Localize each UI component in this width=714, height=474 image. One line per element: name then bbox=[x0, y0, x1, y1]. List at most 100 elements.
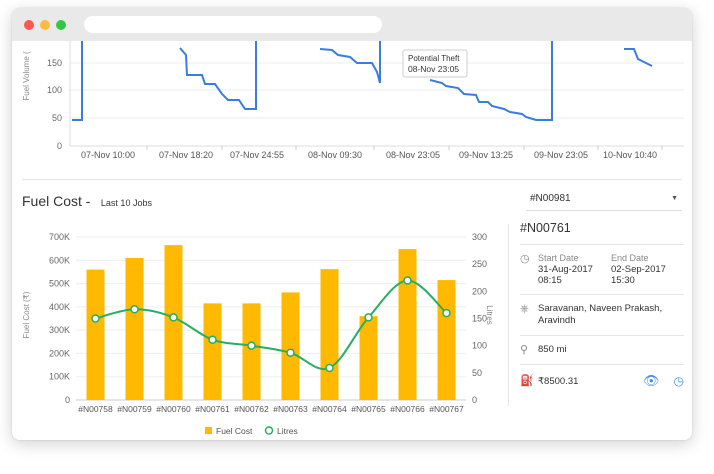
cost-y-tick: 100K bbox=[49, 372, 70, 382]
litres-point bbox=[403, 276, 412, 285]
cost-value: ₹8500.31 bbox=[538, 375, 579, 387]
fuel-cost-bar bbox=[125, 257, 144, 400]
job-details-panel: #N00761 ◷ Start Date 31-Aug-2017 08:15 E… bbox=[520, 221, 684, 397]
cost-y-axis-ticks: 0 100K 200K 300K 400K 500K 600K 700K bbox=[49, 232, 70, 405]
fuel-cost-bar bbox=[203, 303, 222, 400]
address-bar[interactable] bbox=[84, 16, 382, 33]
fuel-cost-header: Fuel Cost - Last 10 Jobs bbox=[22, 193, 152, 213]
drivers-value: Saravanan, Naveen Prakash, Aravindh bbox=[538, 303, 663, 326]
tooltip-time: 08-Nov 23:05 bbox=[408, 64, 459, 74]
start-date-value: 31-Aug-2017 bbox=[538, 264, 593, 275]
cost-y-tick: 700K bbox=[49, 232, 70, 242]
top-y-tick: 0 bbox=[57, 141, 62, 151]
litres-y-tick: 300 bbox=[472, 232, 487, 242]
fuel-volume-line bbox=[429, 41, 553, 121]
cost-x-tick: #N00759 bbox=[117, 404, 152, 414]
end-date-block: End Date 02-Sep-2017 15:30 bbox=[611, 253, 684, 286]
potential-theft-tooltip: Potential Theft 08-Nov 23:05 bbox=[402, 49, 468, 78]
top-x-tick: 07-Nov 24:55 bbox=[230, 150, 284, 160]
top-x-tick-marks bbox=[146, 146, 663, 150]
cost-x-tick: #N00762 bbox=[234, 404, 269, 414]
litres-point bbox=[130, 305, 139, 314]
start-date-label: Start Date bbox=[538, 253, 579, 263]
litres-y-tick: 100 bbox=[472, 341, 487, 351]
litres-y-tick: 0 bbox=[472, 395, 477, 405]
fuel-volume-line bbox=[624, 48, 653, 67]
top-y-tick: 100 bbox=[47, 85, 62, 95]
legend-fuel-cost-swatch bbox=[205, 427, 212, 434]
top-x-tick: 10-Nov 10:40 bbox=[603, 150, 657, 160]
cost-x-tick: #N00760 bbox=[156, 404, 191, 414]
top-x-tick: 08-Nov 23:05 bbox=[386, 150, 440, 160]
fuel-cost-bar bbox=[281, 292, 300, 400]
litres-point bbox=[247, 341, 256, 350]
fuel-cost-subtitle: Last 10 Jobs bbox=[100, 198, 152, 208]
chart-legend: Fuel Cost Litres bbox=[205, 426, 298, 436]
steering-wheel-icon: ⎈ bbox=[520, 303, 529, 315]
litres-point bbox=[208, 335, 217, 344]
fuel-volume-line bbox=[179, 41, 257, 110]
litres-point bbox=[286, 348, 295, 357]
start-time-value: 08:15 bbox=[538, 275, 562, 286]
top-x-tick: 09-Nov 13:25 bbox=[459, 150, 513, 160]
job-select-value: #N00981 bbox=[530, 193, 571, 204]
job-id: #N00761 bbox=[520, 221, 571, 235]
cost-x-axis-ticks: #N00758 #N00759 #N00760 #N00761 #N00762 #N007… bbox=[78, 404, 464, 414]
top-y-axis-label: Fuel Volume ( bbox=[22, 51, 31, 101]
top-x-tick: 08-Nov 09:30 bbox=[308, 150, 362, 160]
cost-y-tick: 300K bbox=[49, 325, 70, 335]
litres-point bbox=[169, 313, 178, 322]
alarm-clock-icon: ◷ bbox=[520, 253, 530, 265]
fuel-pump-icon: ⛽ bbox=[520, 375, 534, 387]
cost-y-axis-label: Fuel Cost (₹) bbox=[22, 291, 31, 338]
fuel-cost-bar bbox=[86, 269, 105, 400]
fuel-cost-bar bbox=[164, 245, 183, 400]
litres-line bbox=[95, 279, 448, 371]
minimize-window-icon[interactable] bbox=[40, 20, 50, 30]
cost-x-tick: #N00758 bbox=[78, 404, 113, 414]
legend-fuel-cost-label: Fuel Cost bbox=[216, 426, 253, 436]
cost-row: ⛽ ₹8500.31 👁 ◷ bbox=[520, 364, 684, 397]
fuel-cost-bar bbox=[359, 316, 378, 400]
top-y-tick: 150 bbox=[47, 58, 62, 68]
tooltip-title: Potential Theft bbox=[408, 54, 460, 63]
cost-y-tick: 0 bbox=[65, 395, 70, 405]
fuel-cost-bars bbox=[86, 245, 456, 400]
end-date-label: End Date bbox=[611, 253, 649, 263]
top-y-tick: 50 bbox=[52, 113, 62, 123]
panel-divider bbox=[508, 224, 509, 406]
cost-y-tick: 500K bbox=[49, 279, 70, 289]
close-window-icon[interactable] bbox=[24, 20, 34, 30]
cost-x-tick: #N00763 bbox=[273, 404, 308, 414]
cost-y-tick: 400K bbox=[49, 302, 70, 312]
fuel-cost-bar bbox=[437, 280, 456, 400]
top-x-ticks: 07-Nov 10:00 07-Nov 18:20 07-Nov 24:55 0… bbox=[81, 150, 657, 160]
top-x-tick: 07-Nov 10:00 bbox=[81, 150, 135, 160]
litres-point bbox=[325, 363, 334, 373]
eye-icon[interactable]: 👁 bbox=[643, 373, 660, 388]
chevron-down-icon: ▼ bbox=[671, 195, 678, 202]
fuel-cost-chart: 0 100K 200K 300K 400K 500K 600K 700K 0 50 100 150 2… bbox=[22, 232, 494, 436]
start-date-block: Start Date 31-Aug-2017 08:15 bbox=[538, 253, 611, 286]
distance-value: 850 mi bbox=[538, 344, 567, 355]
location-pin-icon: ⚲ bbox=[520, 344, 529, 356]
browser-window: Fuel Volume ( 150 100 50 0 07-Nov 10:00 … bbox=[12, 8, 692, 440]
job-select-dropdown[interactable]: #N00981 ▼ bbox=[526, 187, 682, 211]
maximize-window-icon[interactable] bbox=[56, 20, 66, 30]
cost-x-tick: #N00761 bbox=[195, 404, 230, 414]
fuel-volume-line bbox=[72, 41, 83, 121]
fuel-cost-title: Fuel Cost - bbox=[22, 193, 91, 209]
litres-y-tick: 150 bbox=[472, 314, 487, 324]
history-icon[interactable]: ◷ bbox=[673, 374, 684, 388]
litres-y-tick: 200 bbox=[472, 286, 487, 296]
fuel-cost-bar bbox=[398, 249, 417, 400]
cost-x-tick: #N00765 bbox=[351, 404, 386, 414]
title-bar bbox=[12, 8, 692, 41]
litres-y-tick: 250 bbox=[472, 259, 487, 269]
litres-point bbox=[91, 314, 100, 323]
litres-axis-label: Litres bbox=[485, 305, 494, 325]
top-x-tick: 09-Nov 23:05 bbox=[534, 150, 588, 160]
legend-litres-label: Litres bbox=[277, 426, 298, 436]
fuel-volume-chart: Fuel Volume ( 150 100 50 0 07-Nov 10:00 … bbox=[22, 41, 684, 160]
top-chart-grid bbox=[69, 41, 684, 147]
